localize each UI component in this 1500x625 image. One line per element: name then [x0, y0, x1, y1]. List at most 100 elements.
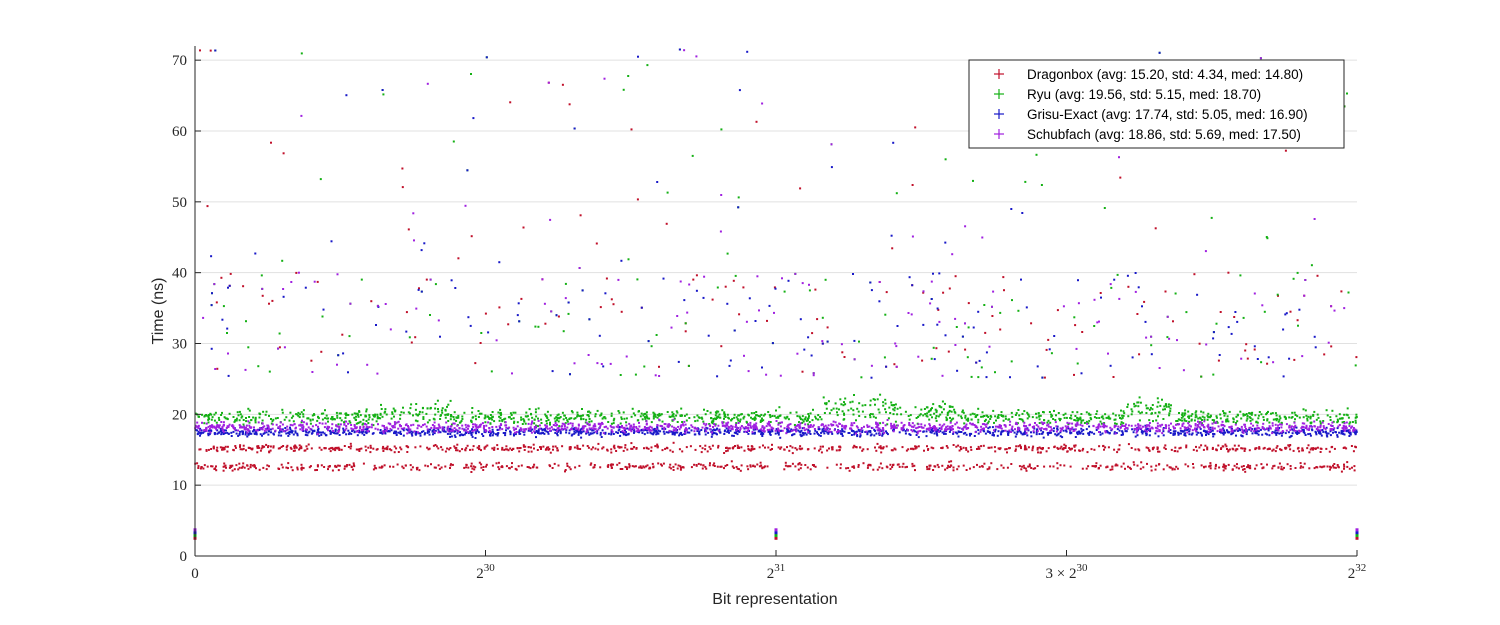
- data-point: [864, 431, 867, 433]
- data-point: [906, 465, 908, 468]
- data-point: [247, 467, 250, 470]
- data-point: [843, 413, 846, 416]
- data-point: [627, 433, 630, 436]
- data-point: [445, 413, 448, 416]
- data-point: [471, 431, 474, 434]
- data-point: [717, 429, 720, 432]
- data-point: [1066, 450, 1069, 453]
- data-point: [755, 411, 758, 413]
- data-point: [411, 434, 414, 437]
- data-point: [794, 447, 797, 450]
- data-point: [1155, 419, 1158, 422]
- data-point: [635, 427, 638, 430]
- data-point: [1333, 463, 1336, 465]
- data-point: [1210, 216, 1213, 219]
- data-point: [798, 427, 801, 430]
- data-point: [969, 446, 972, 449]
- data-point: [671, 414, 674, 417]
- data-point: [1256, 421, 1259, 424]
- data-point: [619, 431, 622, 433]
- data-point: [238, 419, 241, 422]
- data-point: [630, 128, 633, 131]
- data-point: [1236, 420, 1239, 423]
- data-point: [1284, 149, 1287, 152]
- data-point: [1248, 449, 1251, 452]
- data-point: [1095, 413, 1098, 415]
- data-point: [1202, 448, 1205, 451]
- data-point: [671, 425, 674, 428]
- data-point: [717, 410, 720, 413]
- data-point: [684, 322, 687, 325]
- data-point: [456, 432, 459, 435]
- data-point: [558, 425, 561, 428]
- data-point: [1207, 427, 1210, 430]
- data-point: [671, 450, 674, 453]
- data-point: [1320, 466, 1323, 469]
- data-point: [712, 420, 715, 423]
- data-point: [247, 429, 250, 432]
- data-point: [721, 424, 724, 427]
- data-point: [1148, 419, 1151, 422]
- data-point: [263, 445, 266, 448]
- data-point: [673, 426, 676, 429]
- data-point: [595, 430, 598, 433]
- data-point: [1018, 429, 1021, 432]
- data-point: [313, 429, 316, 432]
- data-point: [475, 428, 477, 431]
- data-point: [1013, 431, 1016, 434]
- data-point: [1059, 418, 1062, 420]
- data-point: [366, 427, 369, 430]
- data-point: [569, 468, 572, 471]
- data-point: [737, 196, 740, 199]
- data-point: [315, 424, 318, 427]
- data-point: [767, 411, 770, 413]
- data-point: [1308, 451, 1311, 454]
- data-point: [1354, 419, 1357, 422]
- data-point: [1112, 412, 1115, 415]
- data-point: [822, 396, 825, 399]
- data-point: [1329, 424, 1332, 427]
- data-point: [1226, 430, 1229, 433]
- data-point: [1347, 416, 1350, 419]
- data-point: [492, 432, 495, 435]
- data-point: [316, 464, 319, 467]
- data-point: [928, 468, 931, 471]
- data-point: [1055, 425, 1058, 428]
- data-point: [1114, 422, 1116, 425]
- data-point: [1007, 418, 1010, 421]
- data-point: [1327, 432, 1330, 435]
- data-point: [358, 448, 361, 451]
- data-point: [948, 409, 951, 412]
- data-point: [480, 449, 482, 452]
- data-point: [1137, 448, 1140, 451]
- data-point: [650, 432, 653, 435]
- data-point: [1340, 290, 1343, 293]
- data-point: [300, 52, 303, 55]
- data-point: [588, 427, 591, 430]
- data-point: [690, 466, 693, 469]
- data-point: [1145, 336, 1148, 339]
- data-point: [791, 446, 794, 449]
- data-point: [714, 432, 717, 435]
- data-point: [379, 417, 382, 420]
- data-point: [610, 431, 613, 434]
- data-point: [451, 463, 454, 466]
- data-point: [633, 465, 636, 468]
- data-point: [1041, 448, 1044, 451]
- data-point: [1099, 420, 1102, 423]
- data-point: [587, 354, 590, 356]
- data-point: [218, 419, 221, 421]
- data-point: [1089, 430, 1092, 433]
- data-point: [205, 414, 208, 417]
- data-point: [953, 408, 956, 411]
- data-point: [980, 366, 983, 369]
- data-point: [300, 445, 303, 448]
- data-point: [1017, 409, 1020, 411]
- data-point: [307, 426, 310, 429]
- data-point: [1048, 411, 1051, 413]
- data-point: [253, 464, 256, 467]
- data-point: [302, 467, 305, 470]
- data-point: [351, 428, 354, 431]
- data-point: [1353, 465, 1356, 468]
- data-point: [1253, 428, 1256, 431]
